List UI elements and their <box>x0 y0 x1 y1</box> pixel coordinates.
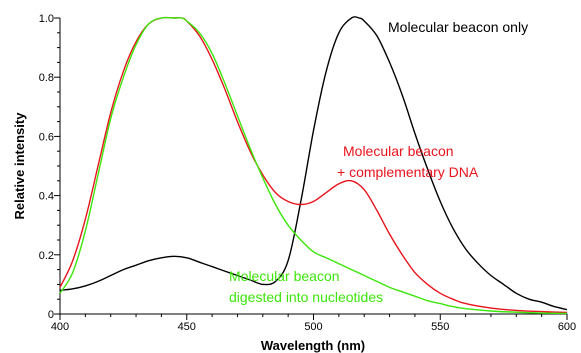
y-tick-label: 0.8 <box>39 72 54 84</box>
x-tick-labels: 400 450 500 550 600 <box>51 321 576 333</box>
y-tick-label: 0 <box>48 309 54 321</box>
annotation-beacon-dna-line2: + complementary DNA <box>337 164 479 180</box>
axis-ticks <box>54 17 568 320</box>
y-tick-label: 0.2 <box>39 250 54 262</box>
y-axis-title: Relative intensity <box>12 112 27 220</box>
x-tick-label: 500 <box>304 321 322 333</box>
series-line-digested <box>59 16 568 315</box>
series-line-molecular-beacon-only <box>59 16 568 311</box>
series-line-beacon-plus-dna <box>59 16 568 314</box>
y-tick-label: 0.6 <box>39 131 54 143</box>
annotation-beacon-dna-line1: Molecular beacon <box>343 143 454 159</box>
annotation-digested-line1: Molecular beacon <box>229 268 340 284</box>
x-tick-label: 550 <box>431 321 449 333</box>
y-tick-label: 0.4 <box>39 191 54 203</box>
y-tick-label: 1.0 <box>39 13 54 25</box>
annotation-digested-line2: digested into nucleotides <box>229 289 383 305</box>
annotations: Molecular beacon only Molecular beacon +… <box>229 19 528 305</box>
x-tick-label: 450 <box>178 321 196 333</box>
y-tick-labels: 0 0.2 0.4 0.6 0.8 1.0 <box>39 13 54 321</box>
x-axis-title: Wavelength (nm) <box>261 338 365 353</box>
annotation-beacon-only: Molecular beacon only <box>388 19 528 35</box>
x-tick-label: 400 <box>51 321 69 333</box>
series-lines <box>59 16 568 315</box>
x-tick-label: 600 <box>558 321 576 333</box>
